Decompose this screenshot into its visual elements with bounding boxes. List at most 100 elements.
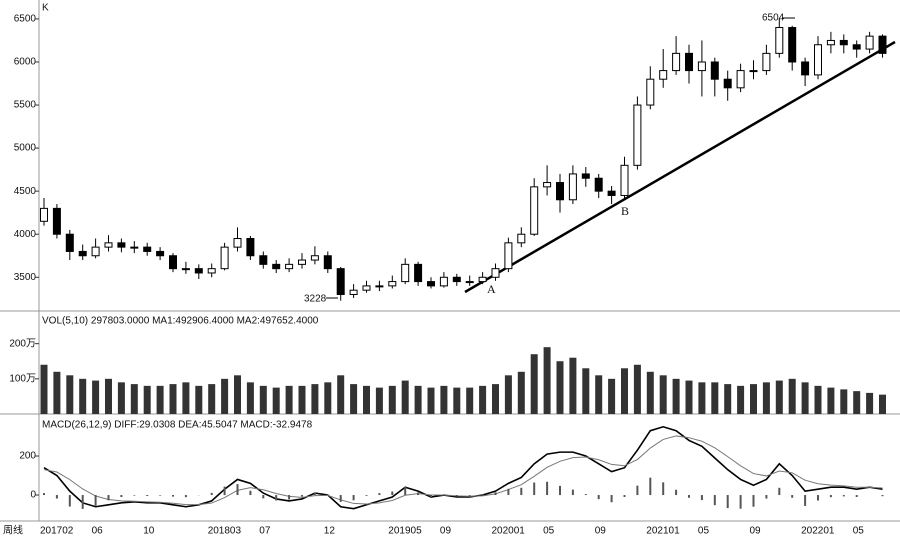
y-tick-label: 6500 xyxy=(14,14,37,25)
volume-bar xyxy=(324,382,332,414)
annotation: B xyxy=(621,204,629,218)
candle-body xyxy=(749,70,758,73)
volume-bar xyxy=(427,387,435,414)
volume-bar xyxy=(298,385,306,414)
volume-bar xyxy=(866,392,874,414)
volume-bar xyxy=(530,354,538,414)
x-tick-label: 09 xyxy=(595,526,607,537)
candle-body xyxy=(788,27,797,63)
volume-bar xyxy=(169,384,177,414)
y-tick-label: 0 xyxy=(30,490,36,501)
candle-body xyxy=(310,255,319,261)
x-tick-label: 09 xyxy=(750,526,762,537)
macd-line xyxy=(43,425,883,510)
candle-body xyxy=(220,246,229,270)
candle-body xyxy=(865,35,874,50)
period-label: 周线 xyxy=(3,524,23,537)
candle-body xyxy=(65,233,74,252)
volume-bar xyxy=(66,375,74,414)
annotation: 3228 xyxy=(304,294,327,305)
candle-body xyxy=(775,27,784,54)
candle-body xyxy=(439,276,448,287)
volume-bar xyxy=(543,347,551,414)
candle-body xyxy=(130,246,139,249)
y-tick-label: 4500 xyxy=(14,186,37,197)
candle-body xyxy=(375,285,384,288)
candle-body xyxy=(414,263,423,283)
candle-body xyxy=(169,255,177,270)
annotation: 6504 xyxy=(762,13,785,24)
candle-body xyxy=(336,268,345,295)
volume-bar xyxy=(879,394,886,414)
x-tick-label: 201803 xyxy=(208,526,242,537)
candle-body xyxy=(194,268,203,274)
volume-bar xyxy=(724,384,732,414)
volume-bar xyxy=(814,385,822,414)
candle-body xyxy=(826,39,835,46)
volume-bar xyxy=(79,378,87,414)
volume-bar xyxy=(182,382,190,414)
x-tick-label: 05 xyxy=(698,526,710,537)
volume-bar xyxy=(853,391,861,414)
candle-body xyxy=(465,281,474,284)
volume-bar xyxy=(246,382,254,414)
volume-bar xyxy=(582,368,590,414)
candle-body xyxy=(723,78,732,89)
candle-body xyxy=(878,35,887,54)
volume-bar xyxy=(117,382,125,414)
pane-title: MACD(26,12,9) DIFF:29.0308 DEA:45.5047 M… xyxy=(42,420,313,431)
volume-bar xyxy=(492,384,499,414)
volume-bar xyxy=(311,384,319,414)
volume-bar xyxy=(337,375,345,414)
candle-body xyxy=(298,259,306,265)
x-tick-label: 09 xyxy=(440,526,452,537)
candle-body xyxy=(233,238,242,248)
volume-bar xyxy=(621,368,628,414)
volume-bar xyxy=(569,357,577,414)
trend-line xyxy=(464,40,896,294)
y-tick-label: 6000 xyxy=(14,57,37,68)
x-tick-label: 202101 xyxy=(646,526,680,537)
candle-body xyxy=(801,61,810,76)
x-tick-label: 201905 xyxy=(388,526,422,537)
volume-bar xyxy=(827,387,835,414)
x-tick-label: 05 xyxy=(543,526,555,537)
volume-bar xyxy=(40,364,48,414)
volume-bar xyxy=(259,385,267,414)
x-tick-label: 201702 xyxy=(40,526,74,537)
candle-body xyxy=(568,173,577,201)
volume-bar xyxy=(105,378,112,414)
volume-bar xyxy=(466,387,474,414)
volume-bar xyxy=(608,378,616,414)
volume-bar xyxy=(685,380,693,414)
pane-title: VOL(5,10) 297803.0000 MA1:492906.4000 MA… xyxy=(42,316,319,327)
candle-body xyxy=(362,285,371,291)
volume-bar xyxy=(234,375,241,414)
candle-body xyxy=(156,250,165,257)
y-tick-label: 200 xyxy=(19,451,36,462)
x-tick-label: 202201 xyxy=(801,526,835,537)
volume-bar xyxy=(285,385,293,414)
candle-body xyxy=(259,255,268,265)
pane-title: K xyxy=(42,3,49,14)
volume-bar xyxy=(737,385,745,414)
candle-body xyxy=(401,263,410,283)
candle-body xyxy=(52,207,61,235)
candle-body xyxy=(530,186,539,235)
candle-body xyxy=(104,242,113,248)
volume-bar xyxy=(801,382,809,414)
y-tick-label: 5500 xyxy=(14,100,37,111)
volume-bar xyxy=(504,375,512,414)
candle-body xyxy=(594,177,603,192)
candle-body xyxy=(852,44,861,50)
volume-bar xyxy=(698,382,706,414)
y-tick-label: 200万 xyxy=(9,338,36,349)
volume-bar xyxy=(401,380,409,414)
candle-body xyxy=(543,182,552,188)
x-tick-label: 07 xyxy=(259,526,271,537)
volume-bar xyxy=(363,385,370,414)
candle-body xyxy=(427,281,435,287)
volume-bar xyxy=(143,385,151,414)
x-tick-label: 05 xyxy=(853,526,865,537)
candle-body xyxy=(246,238,255,257)
